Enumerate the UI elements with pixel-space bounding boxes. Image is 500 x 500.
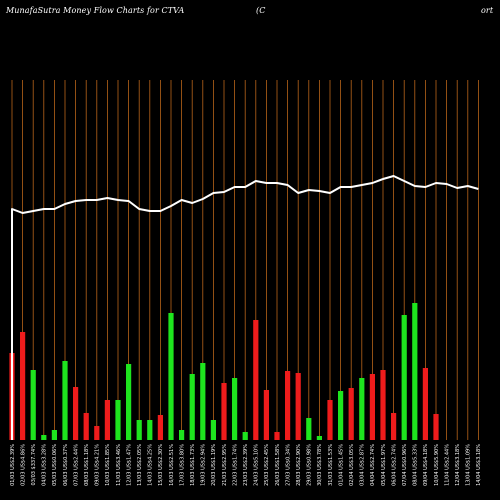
x-tick-label: 10/03 US$1.85% [105, 444, 111, 486]
bar [369, 374, 375, 440]
x-tick-label: 09/03 US$4.21% [95, 444, 101, 486]
x-tick-label: 14/03 US$4.25% [148, 444, 154, 486]
x-tick-label: 12/03 US$1.47% [126, 444, 132, 486]
bar [242, 432, 248, 440]
chart-title-mid: (C [256, 6, 266, 15]
bar [422, 368, 428, 440]
x-tick-label: 16/03 US$2.51% [169, 444, 175, 486]
x-tick-label: 04/04 US$2.74% [370, 444, 376, 486]
x-tick-label: 06/03 US$0.37% [63, 444, 69, 486]
bar [327, 400, 333, 440]
bar [51, 430, 57, 440]
bar [147, 420, 153, 440]
bar [200, 363, 206, 440]
x-tick-label: 13/03 US$2.05% [137, 444, 143, 486]
flow-line [11, 175, 479, 440]
x-tick-label: 19/03 US$2.94% [201, 444, 207, 486]
bar [380, 370, 386, 440]
bar [73, 387, 79, 440]
bar [62, 361, 68, 440]
x-tick-label: 24/03 US$5.10% [254, 444, 260, 486]
x-tick-label: 22/03 US$1.74% [232, 444, 238, 486]
bar [41, 435, 47, 440]
bar [157, 415, 163, 440]
bar [338, 391, 344, 440]
x-tick-label: 15/03 US$2.30% [158, 444, 164, 486]
x-tick-label: 29/03 US$0.98% [307, 444, 313, 486]
bar [232, 378, 238, 440]
bar [30, 370, 36, 440]
bar [306, 418, 312, 440]
x-tick-label: 17/03 US$3.80% [179, 444, 185, 486]
x-tick-label: 02/04 US$3.05% [349, 444, 355, 486]
x-tick-label: 05/04 US$1.97% [381, 444, 387, 486]
bar [136, 420, 142, 440]
x-tick-label: 10/04 US$5.90% [434, 444, 440, 486]
bar [316, 436, 322, 440]
bar [126, 364, 132, 440]
x-tick-label: 13/04 US$1.09% [466, 444, 472, 486]
x-tick-label: 14/04 US$3.18% [476, 444, 482, 486]
x-tick-label: 11/03 US$3.46% [116, 444, 122, 486]
x-tick-label: 01/03 US$2.39% [10, 444, 16, 486]
x-tick-label: 06/04 US$2.74% [391, 444, 397, 486]
x-tick-label: 28/03 US$2.90% [296, 444, 302, 486]
x-tick-label: 02/03 US$4.86% [20, 444, 26, 486]
bar [359, 378, 365, 440]
bar [391, 413, 397, 440]
bar [221, 383, 227, 440]
x-tick-label: 12/04 US$3.18% [455, 444, 461, 486]
bar [179, 430, 185, 440]
x-tick-label: 25/03 US$2.45% [264, 444, 270, 486]
x-tick-label: 27/03 US$0.34% [285, 444, 291, 486]
chart-title-left: MunafaSutra Money Flow Charts for CTVA [6, 6, 185, 15]
bar [253, 320, 259, 440]
x-tick-label: 09/04 US$4.18% [423, 444, 429, 486]
x-tick-label: 21/03 US$2.95% [222, 444, 228, 486]
bar [20, 332, 26, 440]
x-tick-label: 07/04 US$0.96% [402, 444, 408, 486]
flow-line-group [11, 175, 479, 440]
x-tick-label: 05/03 US$0.06% [52, 444, 58, 486]
bar [401, 315, 407, 440]
x-tick-label: 08/03 US$1.18% [84, 444, 90, 486]
bar [104, 400, 110, 440]
x-tick-label: 08/04 US$5.33% [413, 444, 419, 486]
bar [412, 303, 418, 440]
x-tick-label: 31/03 US$1.53% [328, 444, 334, 486]
x-tick-label: 03/04 US$2.87% [360, 444, 366, 486]
x-tick-label: 04/03 US$3.28% [42, 444, 48, 486]
bar [433, 414, 439, 440]
bar [115, 400, 121, 440]
bar [274, 432, 280, 440]
bars [9, 303, 439, 440]
bar [83, 413, 89, 440]
x-tick-label: 23/03 US$2.39% [243, 444, 249, 486]
bar [94, 426, 100, 440]
bar [348, 388, 354, 440]
x-tick-label: 11/04 US$2.44% [444, 444, 450, 486]
bar [189, 374, 195, 440]
bar [263, 390, 269, 440]
x-tick-label: 18/03 US$1.73% [190, 444, 196, 486]
x-tick-label: 01/04 US$1.45% [338, 444, 344, 486]
grid-lines [11, 80, 479, 440]
x-tick-label: 03/03 $337.74% [31, 444, 37, 486]
x-tick-label: 20/03 US$1.19% [211, 444, 217, 486]
bar [168, 313, 174, 440]
bar [210, 420, 216, 440]
x-tick-label: 30/03 US$3.78% [317, 444, 323, 486]
bar [285, 371, 291, 440]
bar [295, 373, 301, 440]
x-tick-label: 07/03 US$2.44% [73, 444, 79, 486]
x-tick-label: 26/03 US$1.58% [275, 444, 281, 486]
chart-title-right: ort [481, 6, 494, 15]
x-tick-labels: 01/03 US$2.39% 02/03 US$4.86% 03/03 $337.7… [10, 444, 482, 486]
